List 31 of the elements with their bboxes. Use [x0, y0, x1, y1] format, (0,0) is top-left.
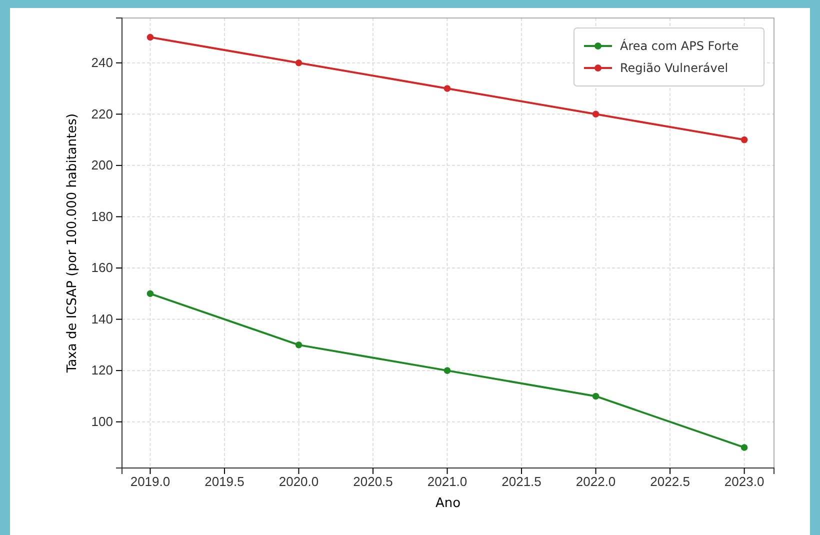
point: [444, 85, 451, 92]
point: [295, 59, 302, 66]
y-tick-label: 220: [91, 106, 113, 122]
point: [295, 342, 302, 348]
y-tick-label: 160: [91, 260, 113, 276]
x-tick-label: 2021.5: [502, 474, 542, 490]
x-tick-label: 2022.5: [650, 474, 690, 490]
y-tick-label: 140: [91, 311, 113, 326]
point: [740, 136, 748, 144]
x-tick-label: 2020.5: [353, 474, 393, 490]
point: [146, 290, 154, 298]
point: [592, 392, 600, 400]
x-tick-label: 2023.0: [724, 474, 764, 490]
x-axis-title: Ano: [435, 496, 461, 511]
y-tick-label: 200: [91, 158, 113, 173]
point: [444, 367, 451, 374]
y-tick-label: 180: [91, 208, 113, 224]
y-tick-label: 120: [91, 362, 113, 378]
y-axis-title: Taxa de ICSAP (por 100.000 habitantes): [65, 113, 80, 374]
x-tick-label: 2019.0: [130, 474, 170, 490]
x-tick-label: 2021.0: [427, 474, 468, 490]
x-tick-label: 2022.0: [576, 474, 616, 490]
y-tick-label: 240: [91, 55, 113, 70]
point: [146, 34, 154, 41]
legend-label: Área com APS Forte: [620, 38, 739, 53]
point: [592, 110, 600, 118]
x-tick-label: 2019.5: [204, 474, 244, 490]
legend-label: Região Vulnerável: [620, 61, 728, 75]
y-tick-label: 100: [91, 414, 113, 430]
x-tick-label: 2020.0: [278, 474, 319, 490]
point: [740, 444, 748, 451]
